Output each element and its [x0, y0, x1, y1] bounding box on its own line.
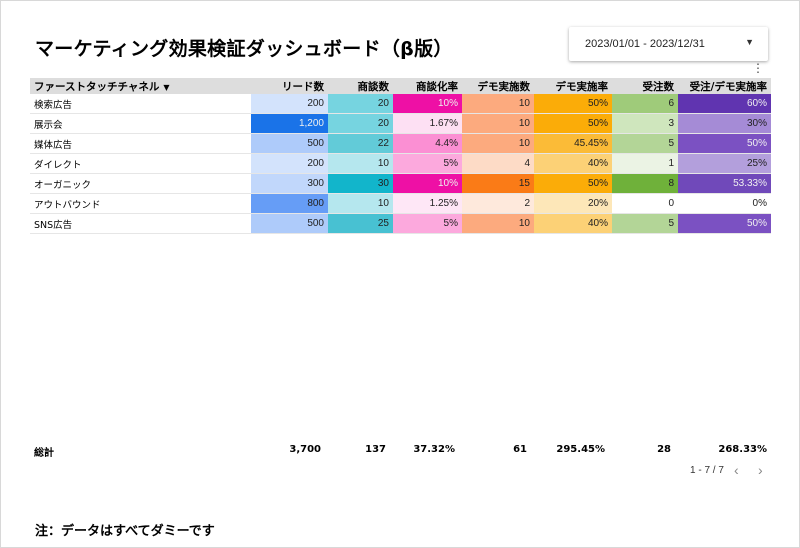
column-header-order-demo-rate[interactable]: 受注/デモ実施率 [678, 78, 771, 94]
orders-cell: 5 [612, 133, 678, 154]
leads-cell: 200 [251, 153, 328, 174]
deals-cell: 10 [328, 153, 393, 174]
leads-cell: 500 [251, 213, 328, 234]
column-header-orders[interactable]: 受注数 [612, 78, 678, 94]
column-header-demos[interactable]: デモ実施数 [462, 78, 534, 94]
order-demo-rate-cell: 50% [678, 133, 771, 154]
column-header-deals[interactable]: 商談数 [328, 78, 393, 94]
demos-cell: 10 [462, 213, 534, 234]
column-header-label: ファーストタッチチャネル [34, 80, 160, 93]
date-range-text: 2023/01/01 - 2023/12/31 [585, 38, 705, 50]
deals-cell: 20 [328, 113, 393, 134]
deals-cell: 20 [328, 94, 393, 114]
channel-cell: 検索広告 [30, 94, 251, 114]
sort-caret-icon: ▼ [163, 82, 170, 92]
leads-cell: 200 [251, 94, 328, 114]
channel-cell: ダイレクト [30, 153, 251, 174]
dummy-data-note: 注：データはすべてダミーです [35, 524, 215, 539]
demos-cell: 2 [462, 193, 534, 214]
table-row[interactable]: ダイレクト 200 10 5% 4 40% 1 25% [30, 153, 771, 174]
orders-cell: 3 [612, 113, 678, 134]
page-title: マーケティング効果検証ダッシュボード（β版） [35, 38, 453, 60]
channel-cell: 媒体広告 [30, 133, 251, 154]
demos-cell: 4 [462, 153, 534, 174]
column-header-channel[interactable]: ファーストタッチチャネル ▼ [30, 78, 251, 94]
demo-rate-cell: 40% [534, 213, 612, 234]
demos-cell: 10 [462, 113, 534, 134]
deal-rate-cell: 5% [393, 213, 462, 234]
table-header-row: ファーストタッチチャネル ▼ リード数 商談数 商談化率 デモ実施数 デモ実施率 … [30, 78, 771, 94]
table-row[interactable]: SNS広告 500 25 5% 10 40% 5 50% [30, 213, 771, 234]
channel-cell: 展示会 [30, 113, 251, 134]
orders-cell: 1 [612, 153, 678, 174]
data-table: ファーストタッチチャネル ▼ リード数 商談数 商談化率 デモ実施数 デモ実施率 … [30, 78, 771, 234]
demos-cell: 10 [462, 133, 534, 154]
table-row[interactable]: 検索広告 200 20 10% 10 50% 6 60% [30, 94, 771, 114]
deals-cell: 10 [328, 193, 393, 214]
table-row[interactable]: アウトバウンド 800 10 1.25% 2 20% 0 0% [30, 193, 771, 214]
date-range-picker[interactable]: 2023/01/01 - 2023/12/31 ▼ [569, 27, 768, 61]
orders-cell: 5 [612, 213, 678, 234]
deal-rate-cell: 10% [393, 173, 462, 194]
totals-row: 総計 3,700 137 37.32% 61 295.45% 28 268.33… [30, 444, 771, 460]
table-row[interactable]: 媒体広告 500 22 4.4% 10 45.45% 5 50% [30, 133, 771, 154]
table-row[interactable]: 展示会 1,200 20 1.67% 10 50% 3 30% [30, 113, 771, 134]
caret-down-icon: ▼ [745, 37, 754, 47]
channel-cell: SNS広告 [30, 213, 251, 234]
deal-rate-cell: 1.25% [393, 193, 462, 214]
column-header-deal-rate[interactable]: 商談化率 [393, 78, 462, 94]
demo-rate-cell: 50% [534, 113, 612, 134]
total-demos: 61 [513, 444, 527, 455]
column-header-demo-rate[interactable]: デモ実施率 [534, 78, 612, 94]
total-deals: 137 [365, 444, 386, 455]
column-header-leads[interactable]: リード数 [251, 78, 328, 94]
demo-rate-cell: 45.45% [534, 133, 612, 154]
order-demo-rate-cell: 0% [678, 193, 771, 214]
deal-rate-cell: 10% [393, 94, 462, 114]
deal-rate-cell: 1.67% [393, 113, 462, 134]
total-order-demo-rate: 268.33% [718, 444, 767, 455]
channel-cell: アウトバウンド [30, 193, 251, 214]
demo-rate-cell: 50% [534, 173, 612, 194]
order-demo-rate-cell: 50% [678, 213, 771, 234]
deals-cell: 22 [328, 133, 393, 154]
deal-rate-cell: 4.4% [393, 133, 462, 154]
demo-rate-cell: 40% [534, 153, 612, 174]
chevron-left-icon[interactable]: ‹ [734, 462, 739, 478]
demo-rate-cell: 50% [534, 94, 612, 114]
total-leads: 3,700 [289, 444, 321, 455]
orders-cell: 0 [612, 193, 678, 214]
more-vert-icon[interactable]: ⋮ [752, 61, 764, 75]
channel-cell: オーガニック [30, 173, 251, 194]
totals-label: 総計 [34, 448, 54, 459]
demos-cell: 10 [462, 94, 534, 114]
leads-cell: 500 [251, 133, 328, 154]
leads-cell: 300 [251, 173, 328, 194]
total-deal-rate: 37.32% [413, 444, 455, 455]
order-demo-rate-cell: 53.33% [678, 173, 771, 194]
demos-cell: 15 [462, 173, 534, 194]
chevron-right-icon[interactable]: › [758, 462, 763, 478]
deals-cell: 30 [328, 173, 393, 194]
leads-cell: 800 [251, 193, 328, 214]
order-demo-rate-cell: 30% [678, 113, 771, 134]
table-row[interactable]: オーガニック 300 30 10% 15 50% 8 53.33% [30, 173, 771, 194]
orders-cell: 8 [612, 173, 678, 194]
leads-cell: 1,200 [251, 113, 328, 134]
deals-cell: 25 [328, 213, 393, 234]
orders-cell: 6 [612, 94, 678, 114]
total-orders: 28 [657, 444, 671, 455]
order-demo-rate-cell: 60% [678, 94, 771, 114]
order-demo-rate-cell: 25% [678, 153, 771, 174]
deal-rate-cell: 5% [393, 153, 462, 174]
total-demo-rate: 295.45% [556, 444, 605, 455]
pagination-label: 1 - 7 / 7 [690, 465, 724, 476]
demo-rate-cell: 20% [534, 193, 612, 214]
